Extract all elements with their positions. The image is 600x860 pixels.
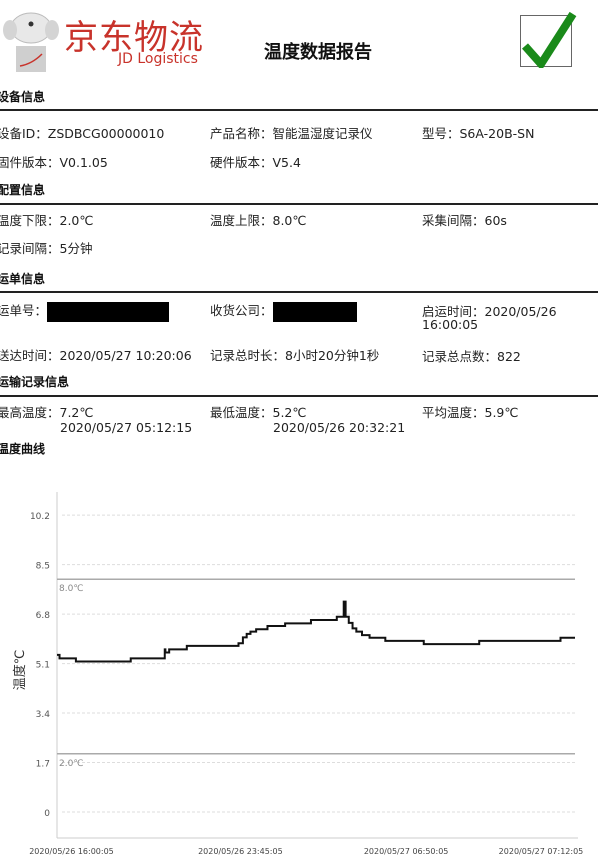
section-transport-info: 运输记录信息	[0, 375, 70, 389]
threshold-label: 8.0℃	[59, 584, 83, 594]
min-temp: 最低温度：5.2℃	[210, 405, 307, 420]
arrive-time: 送达时间：2020/05/27 10:20:06	[0, 348, 192, 363]
y-tick-label: 5.1	[36, 661, 50, 671]
product-name: 产品名称：智能温湿度记录仪	[210, 126, 373, 141]
y-tick-label: 6.8	[36, 611, 51, 621]
min-temp-time: 2020/05/26 20:32:21	[273, 420, 406, 435]
y-axis-label: 温度℃	[12, 650, 28, 691]
depart-time-clock: 16:00:05	[422, 317, 479, 332]
jd-mascot-logo	[3, 12, 59, 72]
consignee: 收货公司：	[210, 300, 357, 322]
temp-upper-limit: 温度上限：8.0℃	[210, 213, 307, 228]
status-box	[520, 11, 577, 68]
x-tick-label: 2020/05/26 23:45:05	[198, 847, 283, 856]
avg-temp: 平均温度：5.9℃	[422, 405, 519, 420]
y-tick-label: 0	[44, 809, 50, 819]
depart-time: 启运时间：2020/05/26	[422, 304, 557, 319]
brand-name-en: JD Logistics	[118, 51, 198, 67]
y-tick-label: 8.5	[36, 562, 50, 572]
max-temp: 最高温度：7.2℃	[0, 405, 94, 420]
divider	[0, 395, 598, 397]
x-tick-label: 2020/05/27 06:50:05	[364, 847, 449, 856]
brand-name-cn: 京东物流	[64, 18, 204, 58]
y-tick-label: 10.2	[30, 512, 50, 522]
y-tick-label: 1.7	[36, 760, 50, 770]
sample-interval: 采集间隔：60s	[422, 213, 507, 228]
temp-lower-limit: 温度下限：2.0℃	[0, 213, 94, 228]
divider	[0, 109, 598, 111]
section-waybill-info: 运单信息	[0, 272, 46, 286]
device-id: 设备ID：ZSDBCG00000010	[0, 126, 165, 141]
waybill-number: 运单号：	[0, 300, 170, 322]
section-config-info: 配置信息	[0, 183, 46, 197]
threshold-label: 2.0℃	[59, 759, 83, 769]
max-temp-time: 2020/05/27 05:12:15	[60, 420, 193, 435]
redacted-block	[272, 301, 357, 322]
temperature-series-line	[57, 600, 575, 663]
redacted-block	[47, 301, 170, 322]
model: 型号：S6A-20B-SN	[422, 126, 535, 141]
section-device-info: 设备信息	[0, 90, 46, 104]
record-points: 记录总点数：822	[422, 349, 521, 364]
y-tick-label: 3.4	[36, 710, 51, 720]
checkmark-icon	[522, 11, 577, 68]
consignee-label: 收货公司：	[210, 303, 273, 318]
divider	[0, 291, 598, 293]
x-tick-label: 2020/05/27 07:12:05	[499, 847, 584, 856]
temperature-chart: 温度℃ 10.2 8.5 6.8 5.1 3.4 1.7 0 8.0℃ 2.0℃ 2020/05/…	[12, 492, 584, 856]
page-title: 温度数据报告	[264, 42, 372, 63]
record-duration: 记录总时长：8小时20分钟1秒	[210, 348, 380, 363]
hardware-version: 硬件版本：V5.4	[210, 155, 301, 170]
section-temp-curve: 温度曲线	[0, 442, 46, 456]
x-tick-label: 2020/05/26 16:00:05	[29, 847, 114, 856]
waybill-number-label: 运单号：	[0, 303, 48, 318]
divider	[0, 203, 598, 205]
firmware-version: 固件版本：V0.1.05	[0, 155, 108, 170]
record-interval: 记录间隔：5分钟	[0, 241, 93, 256]
